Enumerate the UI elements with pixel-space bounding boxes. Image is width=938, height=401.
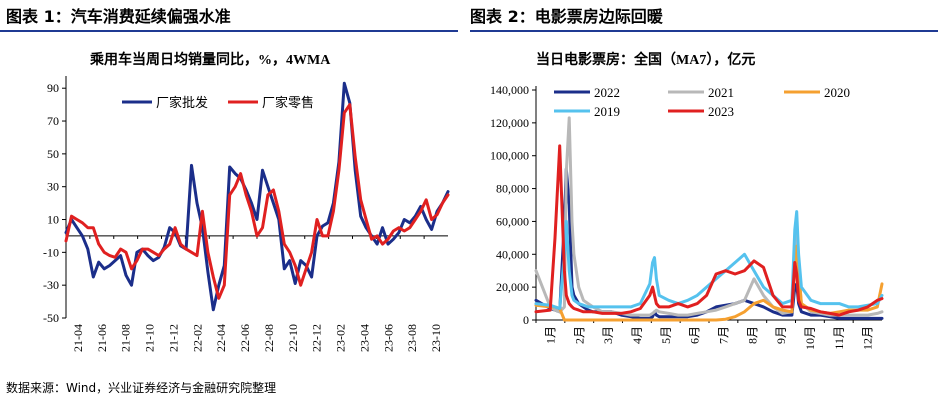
y-tick-label: -50 [43,311,59,325]
left-line-chart: 乘用车当周日均销量同比，%，4WMA -50 -30 -10 10 30 50 70 90 21-… [43,51,450,352]
x-tick-label: 23-06 [381,324,395,352]
x-tick-label: 12月 [861,326,875,350]
y-tick-label: 70 [47,114,59,128]
left-title-rule [0,30,458,32]
right-title-rule [470,30,938,32]
x-tick-label: 21-10 [143,324,157,352]
chart-title: 当日电影票房：全国（MA7），亿元 [536,51,755,68]
x-tick-label: 9月 [774,326,788,344]
x-tick-label: 3月 [601,326,615,344]
x-tick-label: 21-08 [119,324,133,352]
y-tick-label: 40,000 [496,247,529,261]
source-note: 数据来源：Wind，兴业证券经济与金融研究院整理 [6,381,277,395]
right-line-chart: 当日电影票房：全国（MA7），亿元 0 20,000 40,000 60,000 80,0… [490,51,884,350]
legend-label: 2021 [708,85,734,100]
x-tick-label: 22-10 [286,324,300,352]
y-tick-label: -30 [43,278,59,292]
y-tick-label: 20,000 [496,280,529,294]
legend-label: 2020 [824,85,850,100]
x-tick-label: 4月 [630,326,644,344]
left-panel-title: 图表 1：汽车消费延续偏强水准 [6,7,231,26]
x-tick-label: 22-12 [310,324,324,352]
y-tick-label: 30 [47,180,59,194]
series-line-厂家批发 [64,81,450,312]
y-tick-label: 90 [47,81,59,95]
legend-label: 2022 [594,85,620,100]
x-tick-label: 23-04 [357,324,371,352]
x-tick-label: 22-06 [238,324,252,352]
x-tick-label: 22-02 [190,324,204,352]
x-tick-label: 1月 [543,326,557,344]
right-panel-title: 图表 2：电影票房边际回暖 [470,7,663,26]
x-tick-label: 22-08 [262,324,276,352]
legend-label: 2019 [594,104,620,119]
x-tick-label: 5月 [659,326,673,344]
x-tick-label: 6月 [688,326,702,344]
x-tick-label: 21-04 [71,324,85,352]
legend-label: 厂家批发 [156,95,208,110]
y-tick-label: 120,000 [490,116,529,130]
x-tick-label: 11月 [832,326,846,350]
x-tick-label: 23-10 [429,324,443,352]
x-tick-label: 23-08 [405,324,419,352]
x-tick-label: 7月 [716,326,730,344]
y-tick-label: 60,000 [496,214,529,228]
x-tick-label: 23-02 [334,324,348,352]
y-tick-label: 100,000 [490,149,529,163]
y-tick-label: -10 [43,245,59,259]
x-tick-label: 10月 [803,326,817,350]
series-line-2023 [534,144,884,317]
y-tick-label: 80,000 [496,182,529,196]
y-tick-label: 50 [47,147,59,161]
x-tick-label: 21-12 [166,324,180,352]
chart-title: 乘用车当周日均销量同比，%，4WMA [89,51,331,68]
legend-label: 厂家零售 [262,95,314,110]
x-tick-label: 22-04 [214,324,228,352]
x-tick-label: 21-06 [95,324,109,352]
series-line-2022 [534,167,884,320]
x-tick-label: 2月 [572,326,586,344]
y-tick-label: 140,000 [490,83,529,97]
series-line-厂家零售 [64,103,450,300]
x-tick-label: 8月 [745,326,759,344]
y-tick-label: 0 [523,313,529,327]
y-tick-label: 10 [47,213,59,227]
legend-label: 2023 [708,104,734,119]
series-line-2019 [534,210,884,310]
